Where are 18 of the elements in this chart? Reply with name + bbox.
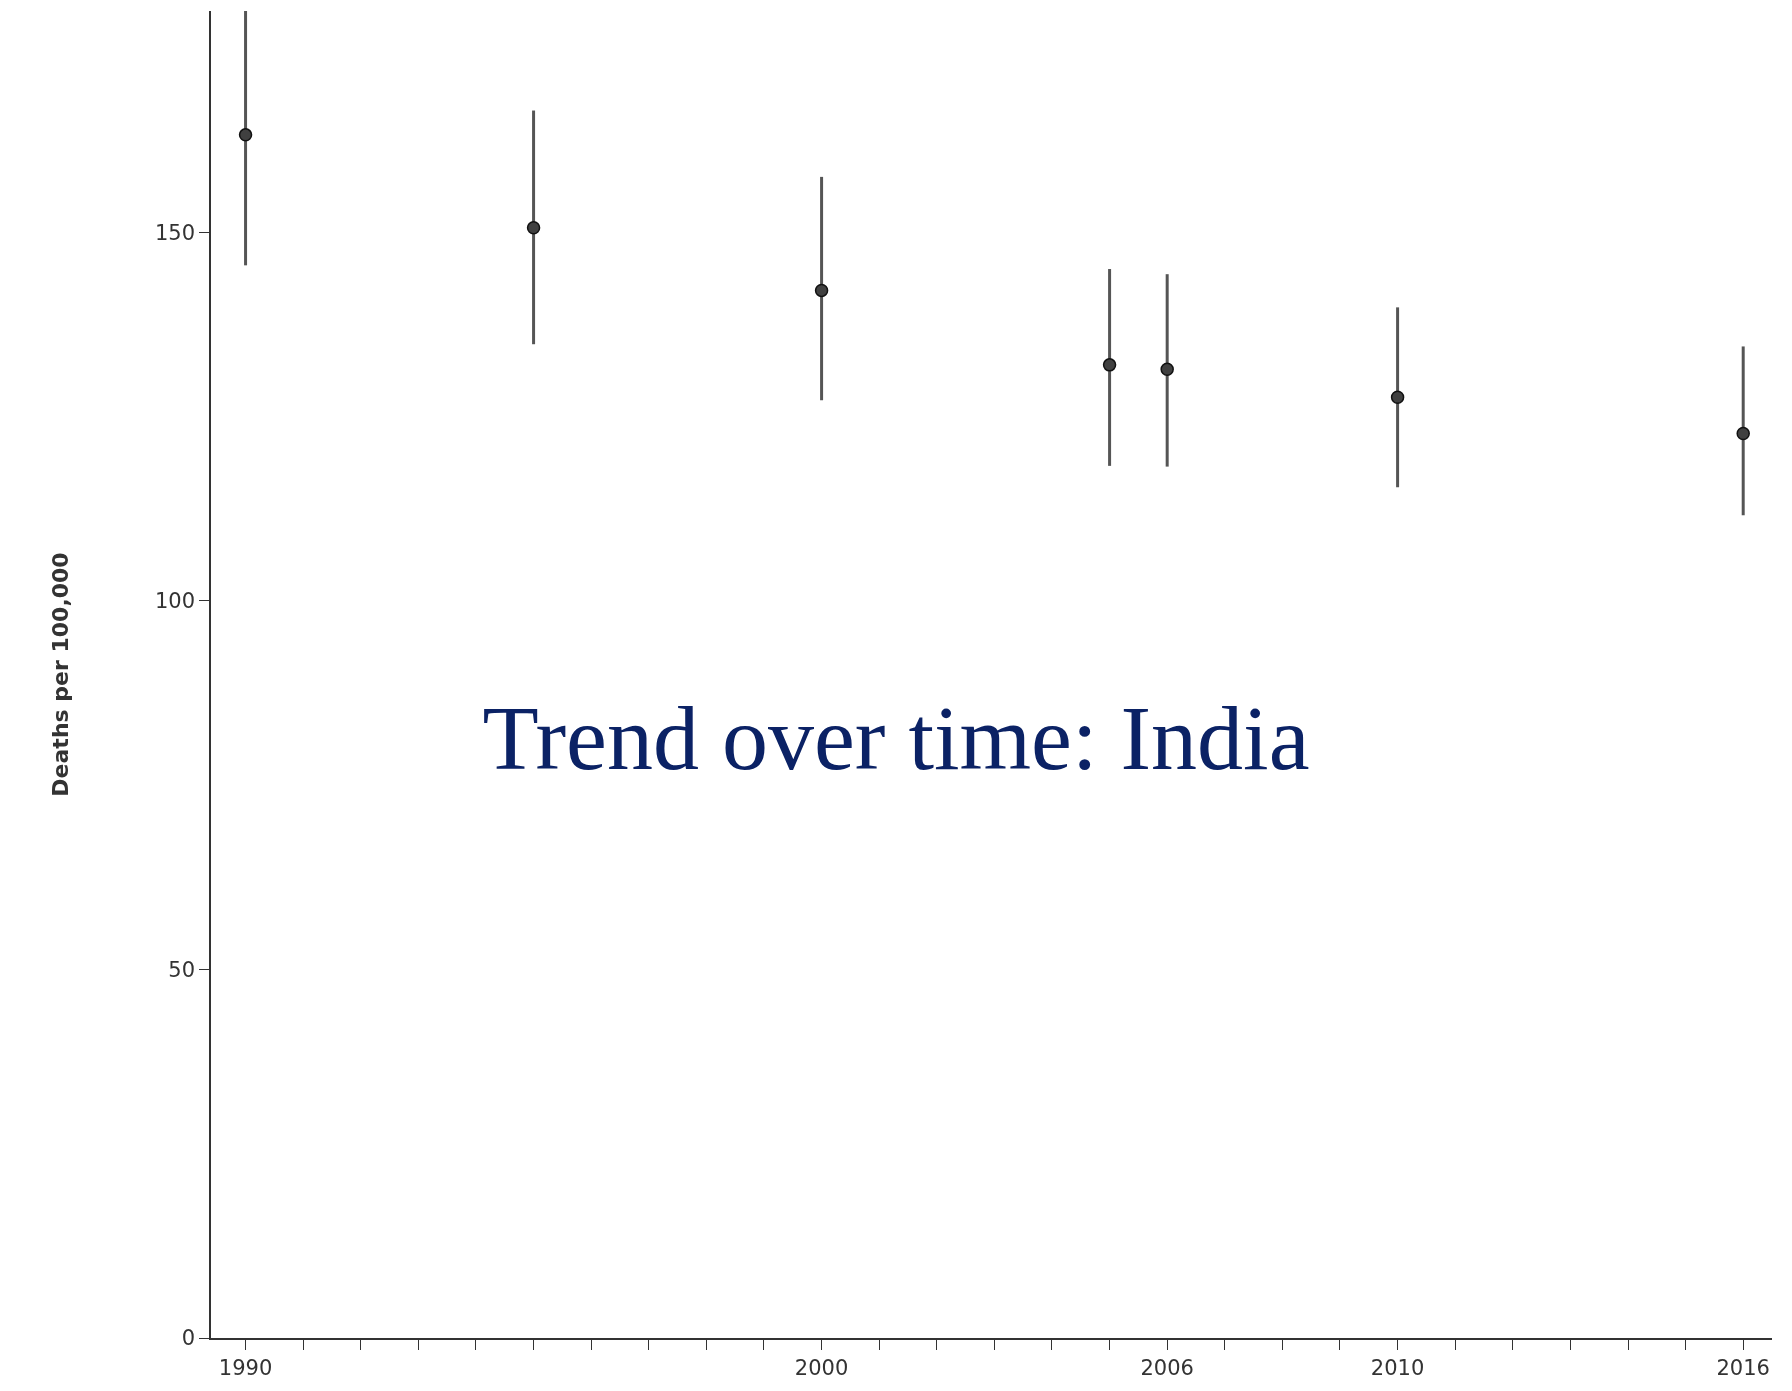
- point: [1160, 362, 1174, 377]
- y-tick-label: 0: [181, 1326, 196, 1351]
- point: [1390, 390, 1405, 405]
- x-tick-label: 2000: [794, 1355, 849, 1380]
- x-tick-label: 2016: [1716, 1355, 1770, 1380]
- y-tick-label: 50: [168, 957, 196, 982]
- x-tick-label: 2006: [1140, 1355, 1194, 1380]
- point: [526, 220, 541, 235]
- point: [1736, 426, 1750, 441]
- y-tick-label: 150: [154, 220, 196, 245]
- point: [1102, 358, 1117, 372]
- point: [238, 128, 253, 142]
- y-axis-title: Deaths per 100,000: [48, 552, 74, 797]
- point: [814, 283, 829, 298]
- text: Trend over time: India: [482, 687, 1310, 790]
- x-tick-label: 1990: [218, 1355, 273, 1380]
- x-tick-label: 2010: [1370, 1355, 1425, 1380]
- y-tick-label: 100: [154, 589, 196, 614]
